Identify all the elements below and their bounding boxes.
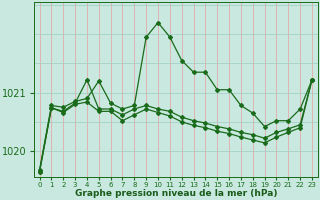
- X-axis label: Graphe pression niveau de la mer (hPa): Graphe pression niveau de la mer (hPa): [75, 189, 277, 198]
